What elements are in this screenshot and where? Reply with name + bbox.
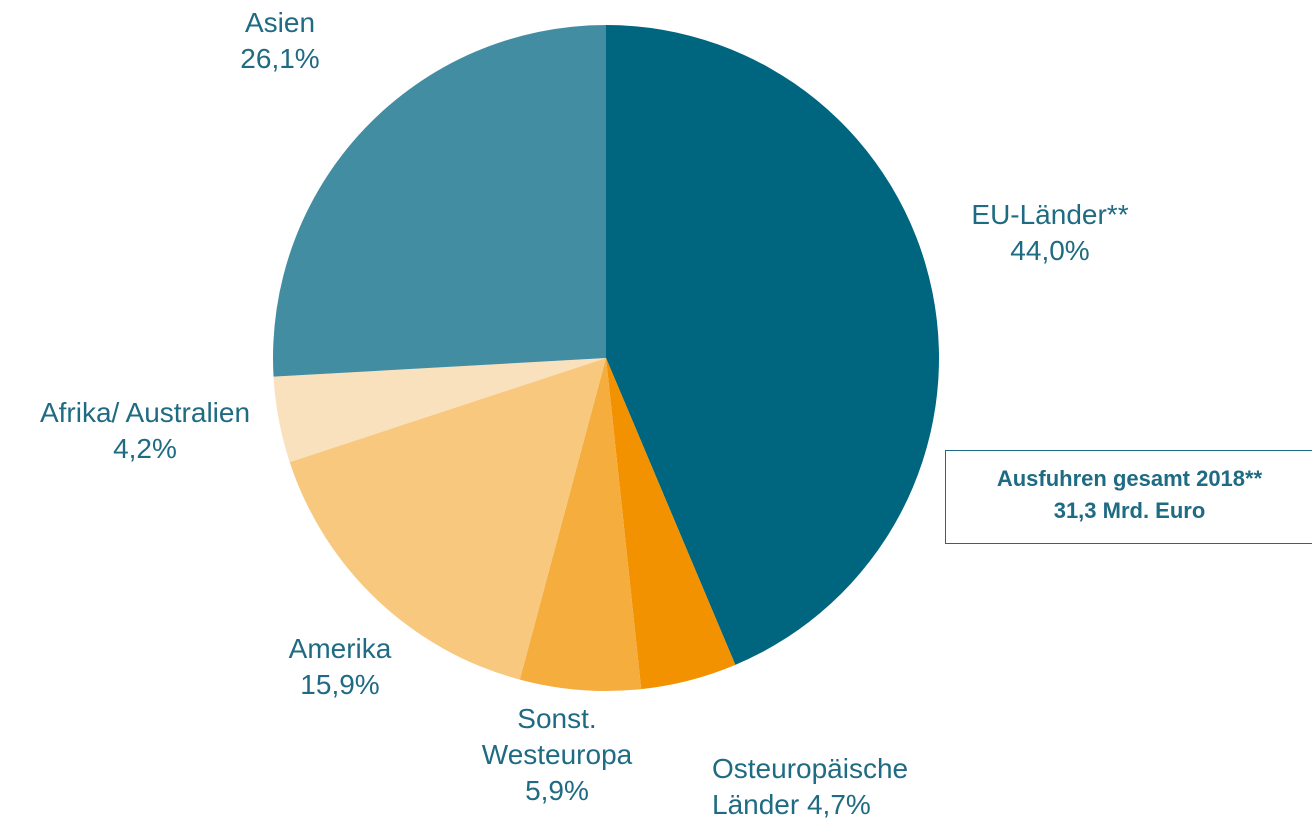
- pie-slice: [606, 25, 940, 665]
- slice-label: Osteuropäische Länder 4,7%: [712, 751, 932, 821]
- annotation: 31,3 Mrd. Euro: [1053, 498, 1206, 523]
- annotation: Ausfuhren gesamt 2018**: [996, 466, 1263, 491]
- pie-slice: [606, 358, 736, 690]
- value-label: 15,9%: [300, 669, 380, 700]
- category-label: Osteuropäische Länder: [712, 753, 909, 820]
- value-label: 4,7%: [806, 789, 871, 820]
- slice-label: Sonst. Westeuropa 5,9%: [457, 701, 657, 809]
- slice-label: Amerika 15,9%: [250, 631, 430, 703]
- category-label: Afrika/ Australien: [39, 397, 251, 428]
- slice-label: Asien 26,1%: [180, 5, 380, 77]
- category-label: Amerika: [288, 633, 392, 664]
- pie-slice: [272, 25, 606, 377]
- slice-label: Afrika/ Australien 4,2%: [10, 395, 280, 467]
- annotation-box: Ausfuhren gesamt 2018** 31,3 Mrd. Euro: [945, 450, 1312, 544]
- slice-label: EU-Länder** 44,0%: [950, 197, 1150, 269]
- value-label: 4,2%: [113, 433, 177, 464]
- value-label: 5,9%: [525, 775, 589, 806]
- pie-slice: [519, 358, 642, 691]
- pie-slice: [273, 358, 606, 463]
- pie-slice: [289, 358, 606, 680]
- category-label: EU-Länder**: [971, 199, 1129, 230]
- value-label: 44,0%: [1010, 235, 1090, 266]
- category-label: Asien: [244, 7, 316, 38]
- value-label: 26,1%: [240, 43, 320, 74]
- category-label: Sonst. Westeuropa: [481, 703, 633, 770]
